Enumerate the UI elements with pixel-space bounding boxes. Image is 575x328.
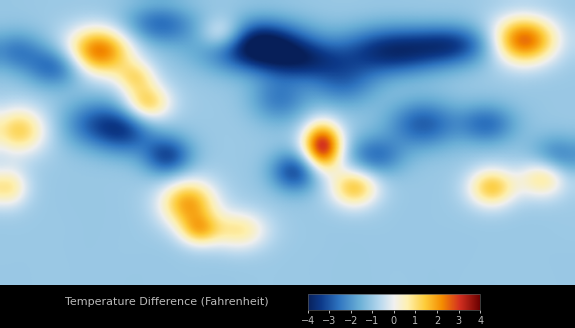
Text: Temperature Difference (Fahrenheit): Temperature Difference (Fahrenheit) bbox=[65, 297, 269, 307]
